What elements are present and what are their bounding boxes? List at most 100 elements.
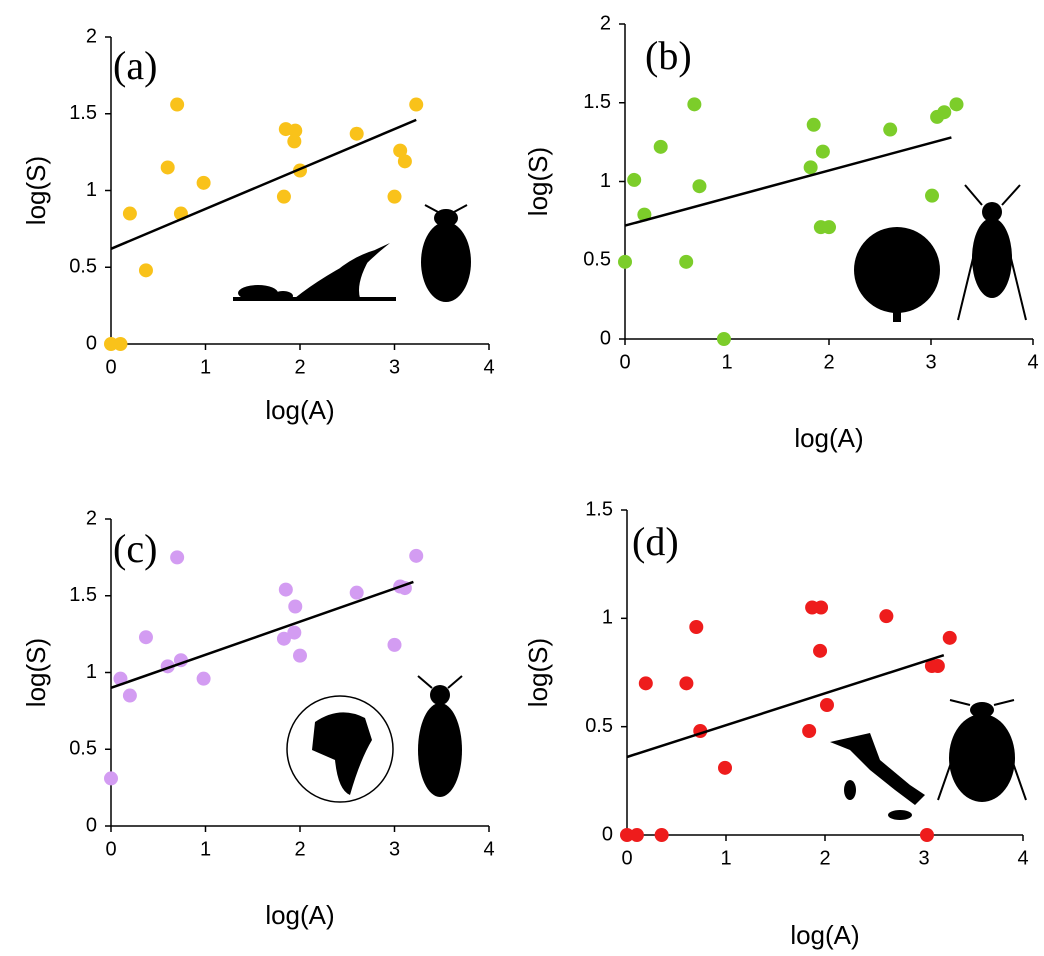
beetle-icon bbox=[417, 675, 463, 797]
point bbox=[170, 97, 185, 112]
point bbox=[393, 143, 408, 158]
point bbox=[949, 97, 964, 112]
y-tick-label: 2 bbox=[86, 507, 97, 529]
point bbox=[638, 676, 653, 691]
point bbox=[629, 828, 644, 842]
point bbox=[196, 671, 211, 686]
y-tick-label: 1.5 bbox=[583, 91, 611, 113]
panel-label: (d) bbox=[632, 519, 679, 564]
point bbox=[822, 220, 836, 235]
y-tick-label: 1.5 bbox=[69, 584, 97, 606]
point bbox=[293, 648, 307, 663]
y-tick-label: 1 bbox=[86, 179, 97, 201]
x-tick-label: 2 bbox=[819, 847, 830, 869]
y-tick-label: 0.5 bbox=[69, 256, 97, 278]
x-tick-label: 3 bbox=[918, 847, 929, 869]
point bbox=[689, 620, 704, 634]
point bbox=[409, 97, 424, 112]
y-tick-label: 1.5 bbox=[69, 102, 97, 124]
x-tick-label: 2 bbox=[294, 838, 305, 860]
grass-icon bbox=[233, 243, 396, 301]
point bbox=[925, 188, 940, 203]
x-tick-label: 2 bbox=[823, 351, 834, 373]
beetle-icon bbox=[937, 699, 1027, 802]
panel-label: (c) bbox=[113, 526, 157, 571]
point bbox=[803, 160, 818, 175]
point bbox=[170, 550, 185, 565]
y-tick-label: 1 bbox=[86, 661, 97, 683]
x-tick-label: 3 bbox=[389, 356, 400, 378]
x-tick-label: 0 bbox=[619, 351, 630, 373]
y-tick-label: 0 bbox=[86, 814, 97, 836]
point bbox=[122, 206, 137, 221]
y-tick-label: 0 bbox=[86, 332, 97, 354]
point bbox=[196, 175, 211, 190]
x-tick-label: 0 bbox=[105, 838, 116, 860]
point bbox=[679, 676, 694, 691]
y-tick-label: 0 bbox=[602, 823, 613, 845]
point bbox=[687, 97, 702, 112]
point bbox=[879, 609, 894, 624]
point bbox=[692, 179, 707, 194]
y-tick-label: 1 bbox=[602, 607, 613, 629]
y-tick-label: 2 bbox=[600, 12, 611, 34]
y-axis-label: log(S) bbox=[523, 147, 553, 216]
point bbox=[276, 631, 291, 646]
y-tick-label: 1 bbox=[600, 170, 611, 192]
point bbox=[679, 254, 694, 269]
x-tick-label: 3 bbox=[925, 351, 936, 373]
x-tick-label: 0 bbox=[621, 847, 632, 869]
x-tick-label: 1 bbox=[721, 351, 732, 373]
point bbox=[104, 771, 118, 786]
point bbox=[627, 172, 642, 187]
x-tick-label: 1 bbox=[200, 838, 211, 860]
point bbox=[653, 139, 668, 154]
point bbox=[813, 643, 828, 658]
globe-icon bbox=[286, 695, 394, 803]
point bbox=[287, 134, 302, 149]
x-axis-label: log(A) bbox=[265, 395, 334, 425]
point bbox=[278, 582, 293, 597]
y-tick-label: 0 bbox=[600, 327, 611, 349]
point bbox=[287, 625, 302, 640]
y-tick-label: 2 bbox=[86, 25, 97, 47]
beetle-icon bbox=[421, 204, 471, 302]
y-tick-label: 0.5 bbox=[583, 249, 611, 271]
panel-label: (b) bbox=[645, 33, 692, 78]
point bbox=[718, 760, 733, 775]
x-tick-label: 4 bbox=[1027, 351, 1038, 373]
point bbox=[654, 828, 669, 842]
point bbox=[387, 637, 402, 652]
point bbox=[930, 659, 945, 673]
italy-icon bbox=[830, 733, 925, 820]
y-tick-label: 0.5 bbox=[69, 738, 97, 760]
trend-line bbox=[626, 653, 945, 759]
x-tick-label: 2 bbox=[294, 356, 305, 378]
point bbox=[288, 123, 303, 138]
point bbox=[637, 207, 652, 222]
x-tick-label: 3 bbox=[389, 838, 400, 860]
x-tick-label: 0 bbox=[105, 356, 116, 378]
point bbox=[814, 600, 829, 615]
point bbox=[937, 105, 952, 120]
point bbox=[806, 117, 821, 132]
trend-line bbox=[624, 136, 952, 227]
point bbox=[276, 189, 291, 204]
x-tick-label: 4 bbox=[483, 356, 494, 378]
point bbox=[802, 724, 817, 738]
tree-icon bbox=[854, 227, 940, 322]
x-tick-label: 4 bbox=[1017, 847, 1028, 869]
y-tick-label: 1.5 bbox=[585, 498, 613, 520]
point bbox=[819, 698, 834, 712]
point bbox=[138, 630, 153, 645]
x-axis-label: log(A) bbox=[790, 920, 859, 950]
trend-line bbox=[110, 118, 417, 250]
point bbox=[349, 585, 364, 600]
x-tick-label: 1 bbox=[720, 847, 731, 869]
point bbox=[618, 254, 632, 269]
y-axis-label: log(S) bbox=[21, 156, 51, 225]
panel-label: (a) bbox=[113, 43, 157, 88]
point bbox=[409, 548, 424, 563]
point bbox=[288, 599, 303, 614]
